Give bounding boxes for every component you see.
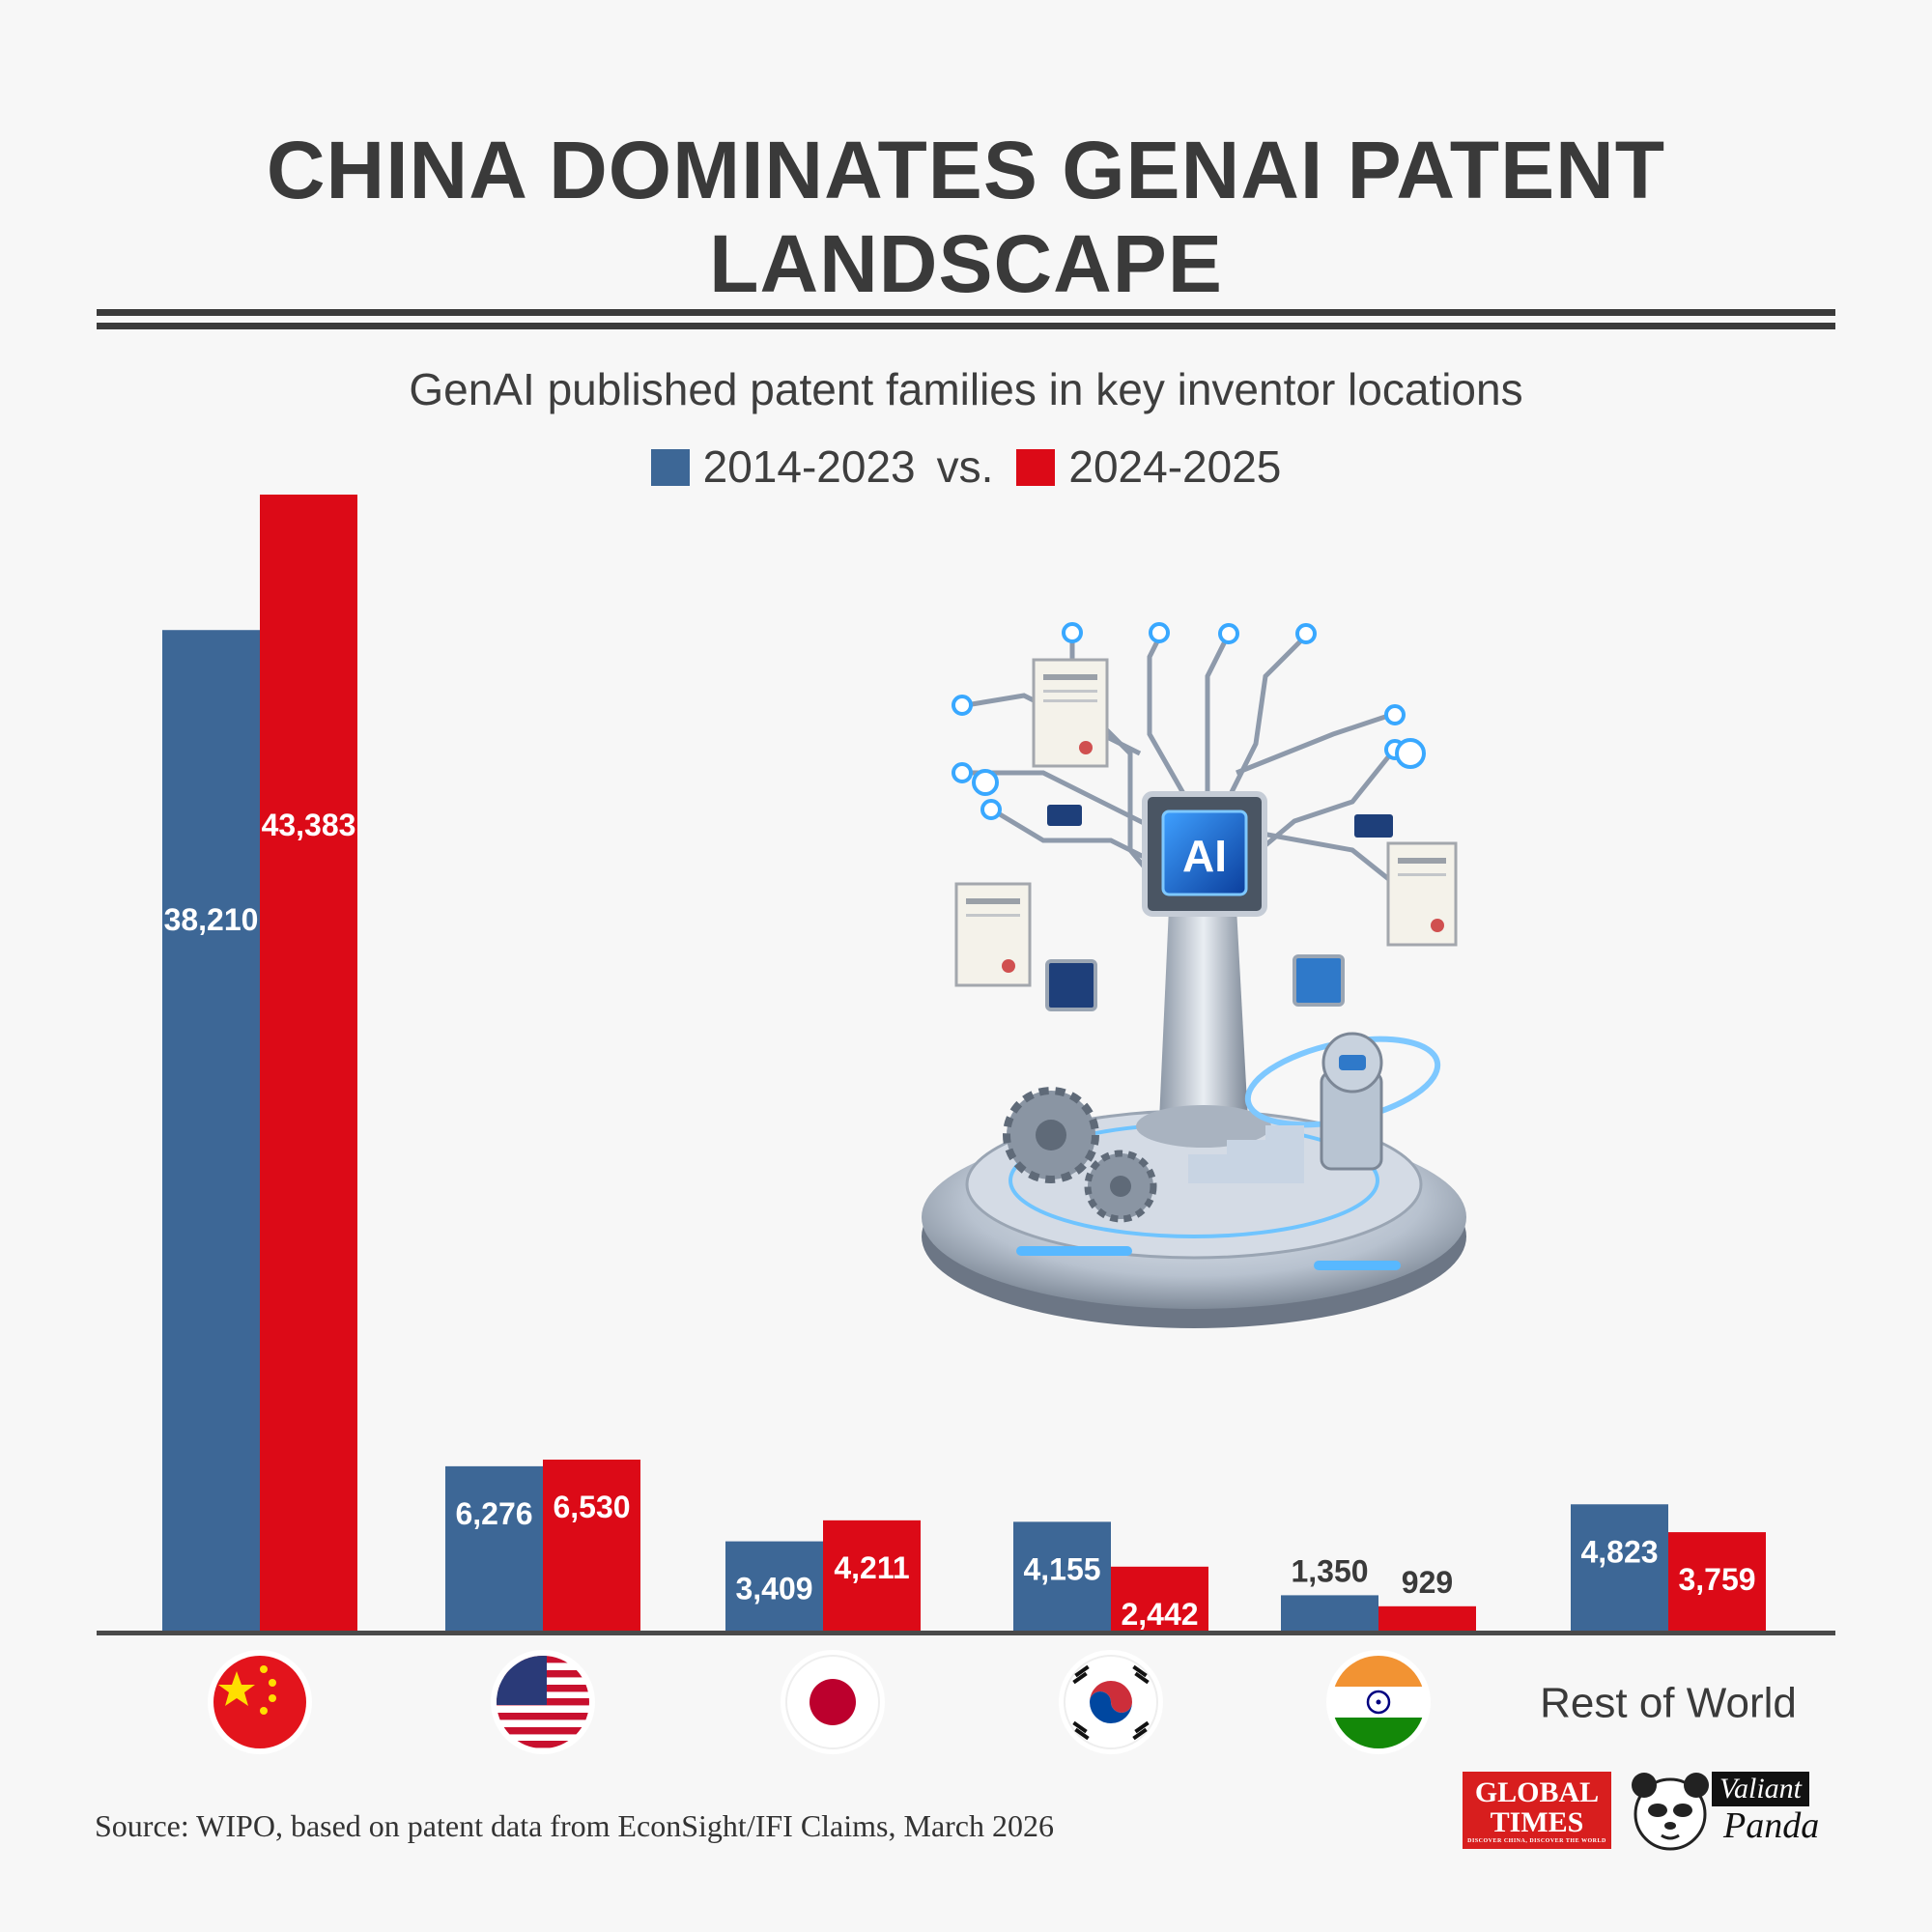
bar-rest-of-world-2024-2025	[1668, 1532, 1766, 1631]
bar-china-2014-2023	[162, 630, 260, 1631]
ai-chip-label: AI	[1182, 831, 1227, 881]
value-label-usa-2014-2023: 6,276	[455, 1496, 532, 1531]
india-flag-icon	[1326, 1650, 1431, 1754]
ai-chip-tree-icon: AI	[922, 622, 1466, 1328]
global-times-logo-line1: GLOBAL	[1474, 1776, 1600, 1808]
value-label-rest-of-world-2024-2025: 3,759	[1678, 1562, 1755, 1597]
value-label-india-2014-2023: 1,350	[1291, 1553, 1368, 1588]
value-label-rest-of-world-2014-2023: 4,823	[1580, 1534, 1658, 1569]
valiant-panda-logo-line2: Panda	[1723, 1805, 1820, 1846]
panda-icon	[1632, 1773, 1709, 1851]
bar-south-korea-2024-2025	[1111, 1566, 1208, 1631]
valiant-panda-logo-line1: Valiant	[1712, 1772, 1810, 1806]
bar-india-2024-2025	[1378, 1605, 1476, 1631]
legend-label-2024-2025: 2024-2025	[1068, 441, 1282, 492]
south-korea-flag-icon	[1059, 1650, 1163, 1754]
usa-flag-icon	[491, 1650, 595, 1754]
source-note: Source: WIPO, based on patent data from …	[95, 1808, 1054, 1843]
global-times-tagline: DISCOVER CHINA, DISCOVER THE WORLD	[1467, 1838, 1606, 1844]
legend-label-2014-2023: 2014-2023	[702, 441, 916, 492]
category-label-rest-of-world: Rest of World	[1540, 1680, 1797, 1727]
japan-flag-icon	[781, 1650, 885, 1754]
x-axis-line	[97, 1631, 1835, 1635]
value-label-usa-2024-2025: 6,530	[553, 1490, 630, 1524]
bar-japan-2014-2023	[725, 1541, 823, 1631]
title-divider-top	[97, 309, 1835, 316]
legend-swatch-2014-2023	[650, 449, 690, 486]
global-times-logo: GLOBAL TIMES DISCOVER CHINA, DISCOVER TH…	[1463, 1772, 1611, 1849]
bar-south-korea-2014-2023	[1013, 1521, 1111, 1631]
bar-japan-2024-2025	[823, 1520, 921, 1631]
global-times-logo-line2: TIMES	[1490, 1806, 1584, 1838]
value-label-china-2014-2023: 38,210	[164, 902, 259, 937]
page-title: CHINA DOMINATES GENAI PATENT LANDSCAPE	[266, 125, 1666, 309]
valiant-panda-logo: Valiant Panda	[1627, 1766, 1839, 1855]
value-label-india-2024-2025: 929	[1402, 1565, 1453, 1600]
title-divider-bottom	[97, 323, 1835, 329]
chart-subtitle: GenAI published patent families in key i…	[409, 364, 1523, 414]
legend-separator: vs.	[936, 441, 994, 492]
bar-china-2024-2025	[260, 495, 357, 1631]
bar-rest-of-world-2014-2023	[1571, 1504, 1668, 1631]
value-label-south-korea-2024-2025: 2,442	[1121, 1597, 1198, 1632]
value-label-japan-2014-2023: 3,409	[735, 1572, 812, 1606]
china-flag-icon	[208, 1650, 312, 1754]
bar-india-2014-2023	[1281, 1595, 1378, 1631]
value-label-china-2024-2025: 43,383	[262, 808, 356, 842]
legend-swatch-2024-2025	[1016, 449, 1056, 486]
value-label-south-korea-2014-2023: 4,155	[1023, 1551, 1100, 1586]
bar-usa-2014-2023	[445, 1465, 543, 1631]
bar-usa-2024-2025	[543, 1459, 640, 1631]
chart-legend: 2014-2023 vs. 2024-2025	[0, 440, 1932, 493]
value-label-japan-2024-2025: 4,211	[834, 1550, 909, 1585]
